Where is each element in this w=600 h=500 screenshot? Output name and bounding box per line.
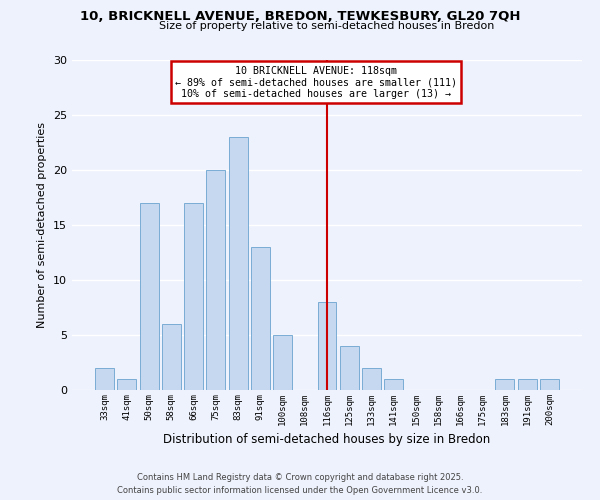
Bar: [362, 368, 381, 390]
Bar: [340, 346, 359, 390]
Bar: [384, 379, 403, 390]
Bar: [496, 379, 514, 390]
Title: Size of property relative to semi-detached houses in Bredon: Size of property relative to semi-detach…: [160, 22, 494, 32]
Bar: [162, 324, 181, 390]
Bar: [95, 368, 114, 390]
Text: 10 BRICKNELL AVENUE: 118sqm
← 89% of semi-detached houses are smaller (111)
10% : 10 BRICKNELL AVENUE: 118sqm ← 89% of sem…: [175, 66, 457, 98]
Bar: [251, 247, 270, 390]
Bar: [184, 203, 203, 390]
Bar: [317, 302, 337, 390]
Bar: [118, 379, 136, 390]
Bar: [273, 335, 292, 390]
Bar: [206, 170, 225, 390]
Bar: [140, 203, 158, 390]
Text: 10, BRICKNELL AVENUE, BREDON, TEWKESBURY, GL20 7QH: 10, BRICKNELL AVENUE, BREDON, TEWKESBURY…: [80, 10, 520, 23]
Y-axis label: Number of semi-detached properties: Number of semi-detached properties: [37, 122, 47, 328]
X-axis label: Distribution of semi-detached houses by size in Bredon: Distribution of semi-detached houses by …: [163, 434, 491, 446]
Bar: [518, 379, 536, 390]
Bar: [540, 379, 559, 390]
Text: Contains HM Land Registry data © Crown copyright and database right 2025.
Contai: Contains HM Land Registry data © Crown c…: [118, 473, 482, 495]
Bar: [229, 137, 248, 390]
